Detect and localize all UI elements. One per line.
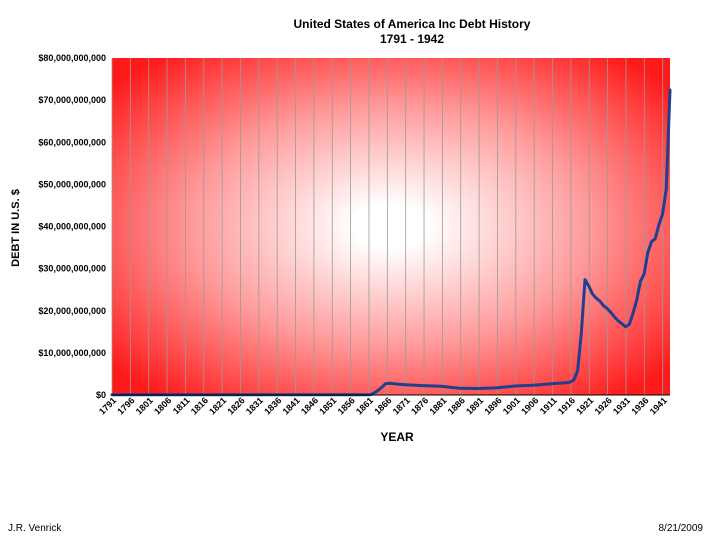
x-tick-label: 1916	[556, 395, 577, 416]
x-tick-label: 1841	[281, 395, 302, 416]
debt-series-line	[110, 88, 672, 397]
x-tick-label: 1886	[446, 395, 467, 416]
x-tick-label: 1896	[482, 395, 503, 416]
x-axis-label: YEAR	[380, 430, 414, 444]
x-tick-label: 1941	[648, 395, 669, 416]
y-tick-label: $60,000,000,000	[38, 137, 106, 147]
x-tick-label: 1931	[611, 395, 632, 416]
x-tick-label: 1876	[409, 395, 430, 416]
x-tick-label: 1926	[593, 395, 614, 416]
x-tick-label: 1856	[336, 395, 357, 416]
x-tick-label: 1891	[464, 395, 485, 416]
x-tick-label: 1851	[317, 395, 338, 416]
x-tick-label: 1861	[354, 395, 375, 416]
y-axis-label: DEBT IN U.S. $	[10, 189, 22, 267]
x-tick-label: 1871	[391, 395, 412, 416]
x-tick-label: 1806	[152, 395, 173, 416]
y-tick-label: $70,000,000,000	[38, 95, 106, 105]
y-tick-label: $10,000,000,000	[38, 348, 106, 358]
x-tick-label: 1801	[134, 395, 155, 416]
x-tick-label: 1881	[427, 395, 448, 416]
author-credit: J.R. Venrick	[8, 523, 62, 534]
y-axis-ticks: $0 $10,000,000,000 $20,000,000,000 $30,000,…	[38, 53, 106, 400]
x-tick-label: 1826	[226, 395, 247, 416]
x-tick-label: 1901	[501, 395, 522, 416]
x-tick-label: 1811	[171, 395, 192, 416]
chart-title: United States of America Inc Debt Histor…	[294, 17, 531, 31]
y-tick-label: $30,000,000,000	[38, 264, 106, 274]
x-axis-ticks: 1791179618011806181118161821182618311836…	[97, 395, 669, 416]
y-tick-label: $40,000,000,000	[38, 222, 106, 232]
x-tick-label: 1821	[207, 395, 228, 416]
vertical-gridlines	[111, 58, 664, 395]
x-tick-label: 1816	[189, 395, 210, 416]
x-tick-label: 1796	[115, 395, 136, 416]
y-tick-label: $80,000,000,000	[38, 53, 106, 63]
publish-date: 8/21/2009	[658, 523, 704, 534]
plot-area	[112, 58, 670, 395]
y-tick-label: $50,000,000,000	[38, 179, 106, 189]
x-tick-label: 1846	[299, 395, 320, 416]
y-tick-label: $0	[96, 390, 106, 400]
x-tick-label: 1911	[538, 395, 559, 416]
chart-subtitle: 1791 - 1942	[380, 32, 444, 46]
x-tick-label: 1866	[372, 395, 393, 416]
x-tick-label: 1831	[244, 395, 265, 416]
x-tick-label: 1936	[629, 395, 650, 416]
y-tick-label: $20,000,000,000	[38, 306, 106, 316]
x-tick-label: 1836	[262, 395, 283, 416]
x-tick-label: 1921	[574, 395, 595, 416]
x-tick-label: 1906	[519, 395, 540, 416]
